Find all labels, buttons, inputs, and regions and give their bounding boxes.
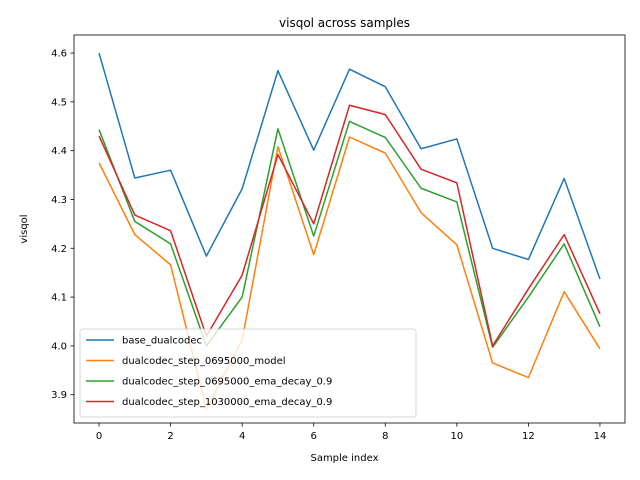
series-line-2 bbox=[98, 120, 601, 349]
x-tick-label: 6 bbox=[311, 431, 317, 442]
y-axis: 3.9 4.0 4.1 4.2 4.3 4.4 4.5 4.6 bbox=[51, 49, 74, 401]
x-tick-label: 12 bbox=[522, 431, 535, 442]
y-tick-label: 4.6 bbox=[51, 49, 67, 60]
x-tick-label: 10 bbox=[450, 431, 463, 442]
y-tick-label: 4.2 bbox=[51, 244, 67, 255]
x-tick-label: 4 bbox=[239, 431, 245, 442]
y-tick-label: 4.3 bbox=[51, 195, 67, 206]
y-tick-label: 4.1 bbox=[51, 293, 67, 304]
y-tick-label: 4.4 bbox=[51, 146, 67, 157]
legend-label-0: base_dualcodec bbox=[122, 336, 202, 347]
y-tick-label: 4.5 bbox=[51, 97, 67, 108]
x-tick-label: 2 bbox=[167, 431, 173, 442]
legend-label-2: dualcodec_step_0695000_ema_decay_0.9 bbox=[122, 377, 332, 388]
y-axis-label: visqol bbox=[19, 214, 30, 243]
x-tick-label: 14 bbox=[594, 431, 607, 442]
y-tick-label: 4.0 bbox=[51, 341, 67, 352]
x-axis: 0 2 4 6 8 10 12 14 bbox=[96, 423, 606, 442]
series-line-3 bbox=[98, 104, 601, 347]
x-axis-label: Sample index bbox=[310, 453, 378, 464]
chart-title: visqol across samples bbox=[279, 16, 410, 30]
series-line-1 bbox=[98, 136, 601, 411]
legend-label-1: dualcodec_step_0695000_model bbox=[122, 356, 286, 367]
series-line-0 bbox=[98, 52, 601, 280]
plot-frame bbox=[73, 34, 626, 424]
x-tick-label: 0 bbox=[96, 431, 102, 442]
x-tick-label: 8 bbox=[382, 431, 388, 442]
legend-box bbox=[79, 328, 417, 418]
legend-label-3: dualcodec_step_1030000_ema_decay_0.9 bbox=[122, 397, 332, 408]
legend: base_dualcodec dualcodec_step_0695000_mod… bbox=[79, 328, 417, 418]
plot-area bbox=[98, 52, 601, 411]
y-tick-label: 3.9 bbox=[51, 390, 67, 401]
